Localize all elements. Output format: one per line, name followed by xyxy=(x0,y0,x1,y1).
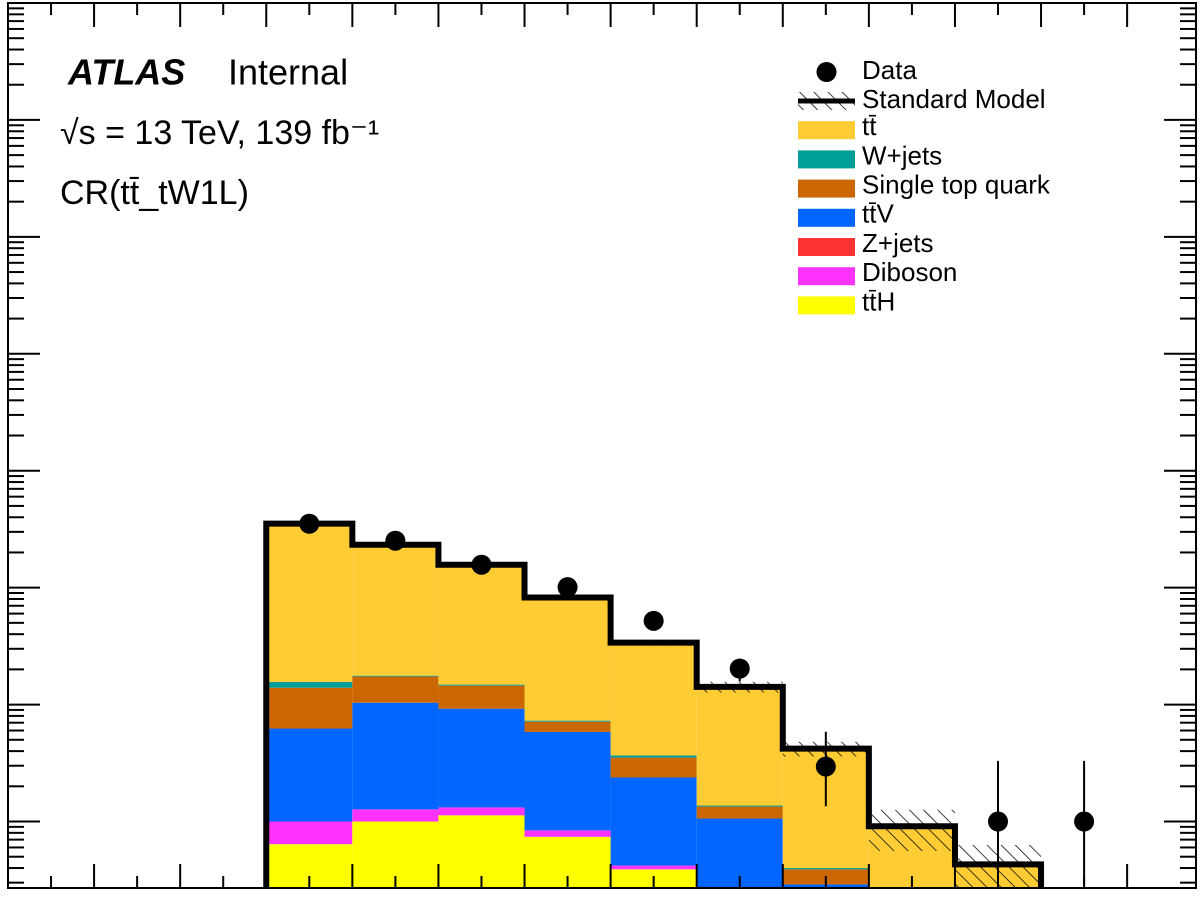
data-point xyxy=(299,513,320,534)
legend-label: Single top quark xyxy=(862,169,1051,199)
legend-marker xyxy=(798,267,855,286)
histogram-segment xyxy=(266,523,353,682)
histogram-segment xyxy=(438,564,525,685)
histogram-segment xyxy=(524,721,611,732)
histogram-segment xyxy=(696,806,783,819)
histogram-segment xyxy=(266,821,353,845)
data-point xyxy=(471,554,492,575)
histogram-segment xyxy=(266,728,353,822)
histogram-segment xyxy=(438,685,525,709)
legend-label: Diboson xyxy=(862,257,957,287)
legend-label: W+jets xyxy=(862,140,942,170)
legend-marker xyxy=(798,150,855,169)
data-point xyxy=(988,811,1008,832)
legend-label: Z+jets xyxy=(862,228,934,258)
legend-label: Standard Model xyxy=(862,84,1046,114)
histogram-segment xyxy=(352,544,439,676)
legend-marker xyxy=(798,296,855,315)
histogram-segment xyxy=(352,675,439,677)
histogram-segment xyxy=(610,755,697,758)
legend-marker xyxy=(798,121,855,140)
legend-label: tt̄V xyxy=(862,199,894,229)
legend-marker xyxy=(798,238,855,256)
histogram-segment xyxy=(352,676,439,703)
frame xyxy=(7,2,1197,889)
histogram-segment xyxy=(696,805,783,807)
legend-marker xyxy=(816,62,837,82)
legend-marker xyxy=(798,208,855,227)
legend-label: Data xyxy=(862,55,917,85)
data-point xyxy=(815,756,836,777)
plot-area xyxy=(263,513,1095,888)
histogram-segment xyxy=(266,681,353,688)
legend-label: tt̄H xyxy=(862,286,895,316)
histogram-segment xyxy=(438,807,525,816)
histogram-segment xyxy=(352,702,439,810)
histogram-segment xyxy=(266,844,353,888)
data-point xyxy=(729,658,750,679)
legend-label: tt̄ xyxy=(862,111,877,141)
data-point xyxy=(557,577,578,598)
total-line xyxy=(263,520,1045,888)
histogram-segment xyxy=(782,868,869,870)
axes xyxy=(7,2,1196,888)
histogram-segment xyxy=(524,720,611,722)
histogram-segment xyxy=(610,642,697,756)
histogram-segment xyxy=(610,757,697,778)
subtitle: Internal xyxy=(228,52,348,93)
uncertainty-band xyxy=(868,809,955,851)
histogram-segment xyxy=(524,830,611,837)
histogram-segment xyxy=(438,708,525,808)
histogram-segment xyxy=(266,687,353,729)
histogram-segment xyxy=(438,684,525,686)
energy-label: √s = 13 TeV, 139 fb⁻¹ xyxy=(60,114,379,152)
histogram-segment xyxy=(524,731,611,831)
region-label: CR(tt̄_tW1L) xyxy=(60,174,249,212)
histogram-segment xyxy=(438,815,525,888)
histogram-segment xyxy=(610,777,697,866)
data-point xyxy=(643,610,664,631)
histogram-segment xyxy=(696,686,783,806)
legend-marker xyxy=(798,179,855,198)
data-point xyxy=(1074,811,1095,832)
histogram-segment xyxy=(524,597,611,721)
title: ATLAS xyxy=(67,52,185,93)
histogram-segment xyxy=(352,809,439,822)
data-point xyxy=(385,530,406,551)
histogram-segment xyxy=(610,865,697,870)
